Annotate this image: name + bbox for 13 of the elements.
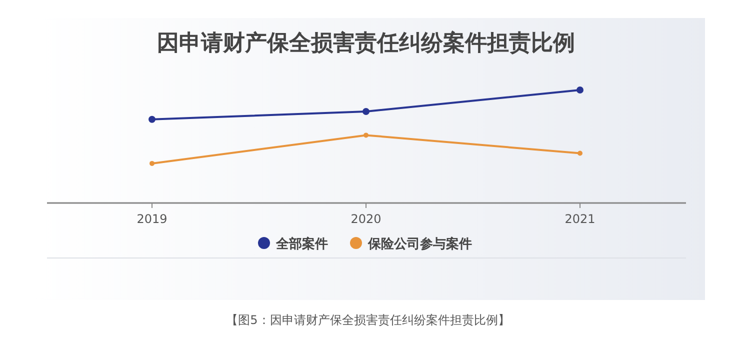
legend-label: 全部案件 — [275, 236, 328, 252]
point — [364, 132, 368, 138]
point — [148, 116, 156, 123]
x-tick-label: 2019 — [136, 212, 168, 226]
chart-title: 因申请财产保全损害责任纠纷案件担责比例 — [157, 30, 575, 56]
point — [150, 160, 154, 166]
point — [576, 86, 584, 94]
point — [362, 108, 370, 115]
x-tick-label: 2021 — [564, 212, 596, 226]
x-tick-label: 2020 — [350, 212, 382, 226]
point — [578, 150, 582, 156]
text: 【图5：因申请财产保全损害责任纠纷案件担责比例】 — [226, 313, 510, 327]
legend-label: 保险公司参与案件 — [367, 236, 472, 252]
